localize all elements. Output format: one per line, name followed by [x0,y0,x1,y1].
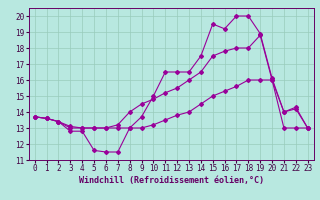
X-axis label: Windchill (Refroidissement éolien,°C): Windchill (Refroidissement éolien,°C) [79,176,264,185]
